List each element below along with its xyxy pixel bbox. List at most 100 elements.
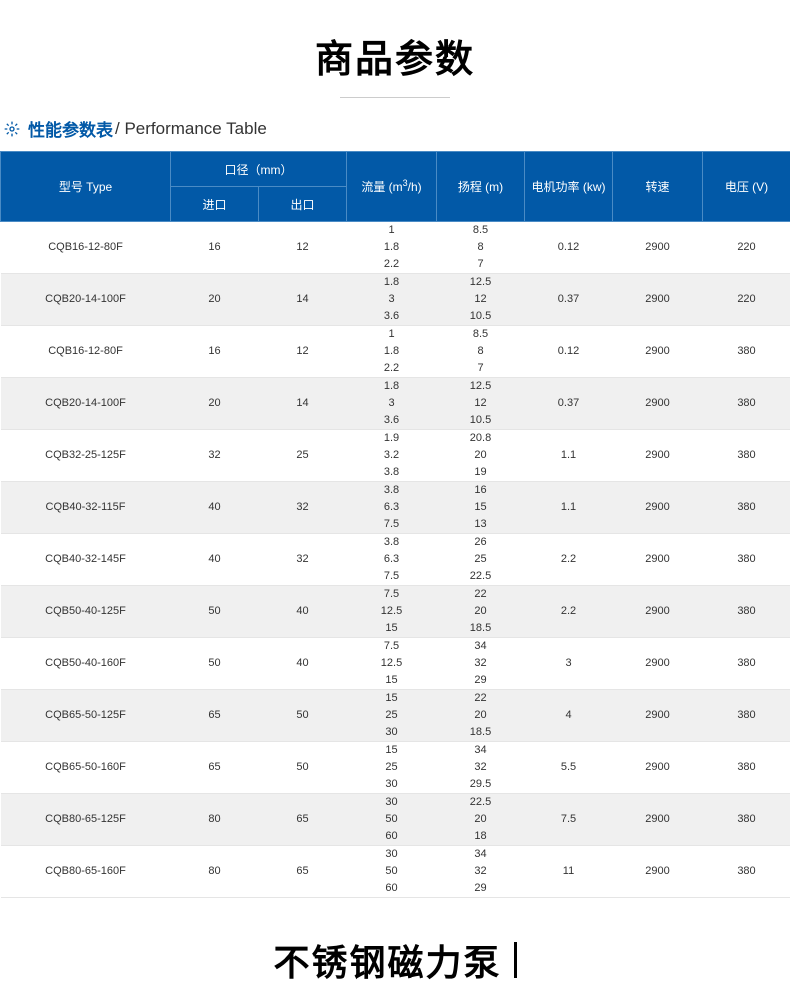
cell-rpm: 2900 (613, 534, 703, 586)
cell-voltage: 220 (703, 222, 790, 274)
section-header: 性能参数表 / Performance Table (0, 116, 790, 141)
cell-voltage: 380 (703, 534, 790, 586)
cell-outlet: 40 (259, 638, 347, 690)
cell-flow: 11.82.2 (347, 222, 437, 274)
cell-type: CQB32-25-125F (1, 430, 171, 482)
cell-inlet: 40 (171, 534, 259, 586)
cell-voltage: 380 (703, 482, 790, 534)
cell-type: CQB20-14-100F (1, 274, 171, 326)
cell-voltage: 380 (703, 638, 790, 690)
table-row: CQB40-32-115F40323.86.37.51615131.129003… (1, 482, 790, 534)
cell-power: 5.5 (525, 742, 613, 794)
cell-type: CQB20-14-100F (1, 378, 171, 430)
cell-flow: 152530 (347, 742, 437, 794)
cell-head: 343229.5 (437, 742, 525, 794)
col-diameter: 口径（mm） (171, 152, 347, 187)
cell-head: 343229 (437, 638, 525, 690)
cell-outlet: 32 (259, 534, 347, 586)
bottom-title: 不锈钢磁力泵 (273, 934, 501, 986)
col-rpm: 转速 (613, 152, 703, 222)
col-type: 型号 Type (1, 152, 171, 222)
cell-outlet: 14 (259, 378, 347, 430)
cell-head: 12.51210.5 (437, 274, 525, 326)
cell-type: CQB80-65-160F (1, 846, 171, 898)
cell-rpm: 2900 (613, 638, 703, 690)
cell-head: 222018.5 (437, 586, 525, 638)
cell-power: 11 (525, 846, 613, 898)
cell-type: CQB80-65-125F (1, 794, 171, 846)
cell-voltage: 380 (703, 326, 790, 378)
table-row: CQB20-14-100F20141.833.612.51210.50.3729… (1, 378, 790, 430)
col-inlet: 进口 (171, 187, 259, 222)
col-flow: 流量 (m3/h) (347, 152, 437, 222)
cell-flow: 305060 (347, 846, 437, 898)
cell-inlet: 50 (171, 586, 259, 638)
cell-outlet: 50 (259, 742, 347, 794)
cell-head: 20.82019 (437, 430, 525, 482)
cell-power: 2.2 (525, 534, 613, 586)
cell-voltage: 220 (703, 274, 790, 326)
cell-type: CQB16-12-80F (1, 326, 171, 378)
cell-power: 1.1 (525, 482, 613, 534)
cell-rpm: 2900 (613, 222, 703, 274)
table-row: CQB80-65-160F8065305060343229112900380 (1, 846, 790, 898)
cell-voltage: 380 (703, 378, 790, 430)
cell-flow: 1.93.23.8 (347, 430, 437, 482)
cell-outlet: 12 (259, 326, 347, 378)
cell-head: 262522.5 (437, 534, 525, 586)
table-row: CQB16-12-80F161211.82.28.5870.122900380 (1, 326, 790, 378)
table-body: CQB16-12-80F161211.82.28.5870.122900220C… (1, 222, 790, 898)
table-row: CQB32-25-125F32251.93.23.820.820191.1290… (1, 430, 790, 482)
cell-inlet: 16 (171, 326, 259, 378)
cell-type: CQB40-32-145F (1, 534, 171, 586)
cell-voltage: 380 (703, 690, 790, 742)
cell-flow: 305060 (347, 794, 437, 846)
cell-rpm: 2900 (613, 274, 703, 326)
cell-head: 222018.5 (437, 690, 525, 742)
cell-head: 8.587 (437, 326, 525, 378)
cell-flow: 1.833.6 (347, 274, 437, 326)
cell-type: CQB50-40-125F (1, 586, 171, 638)
table-header: 型号 Type 口径（mm） 流量 (m3/h) 扬程 (m) 电机功率 (kw… (1, 152, 790, 222)
cell-rpm: 2900 (613, 794, 703, 846)
col-power: 电机功率 (kw) (525, 152, 613, 222)
cell-rpm: 2900 (613, 378, 703, 430)
cell-outlet: 32 (259, 482, 347, 534)
cell-type: CQB40-32-115F (1, 482, 171, 534)
cursor-icon (514, 942, 517, 978)
section-title-en: / Performance Table (115, 119, 267, 139)
cell-head: 8.587 (437, 222, 525, 274)
cell-outlet: 12 (259, 222, 347, 274)
cell-inlet: 32 (171, 430, 259, 482)
cell-outlet: 14 (259, 274, 347, 326)
table-row: CQB20-14-100F20141.833.612.51210.50.3729… (1, 274, 790, 326)
cell-inlet: 20 (171, 274, 259, 326)
cell-outlet: 65 (259, 794, 347, 846)
cell-rpm: 2900 (613, 586, 703, 638)
cell-outlet: 25 (259, 430, 347, 482)
cell-voltage: 380 (703, 586, 790, 638)
cell-flow: 11.82.2 (347, 326, 437, 378)
cell-power: 0.12 (525, 222, 613, 274)
cell-head: 12.51210.5 (437, 378, 525, 430)
table-row: CQB50-40-160F50407.512.51534322932900380 (1, 638, 790, 690)
table-row: CQB65-50-160F6550152530343229.55.5290038… (1, 742, 790, 794)
cell-outlet: 40 (259, 586, 347, 638)
cell-rpm: 2900 (613, 690, 703, 742)
title-underline (340, 97, 450, 98)
performance-table: 型号 Type 口径（mm） 流量 (m3/h) 扬程 (m) 电机功率 (kw… (0, 151, 790, 898)
table-row: CQB50-40-125F50407.512.515222018.52.2290… (1, 586, 790, 638)
cell-power: 3 (525, 638, 613, 690)
cell-voltage: 380 (703, 742, 790, 794)
cell-head: 161513 (437, 482, 525, 534)
cell-flow: 1.833.6 (347, 378, 437, 430)
cell-power: 2.2 (525, 586, 613, 638)
cell-rpm: 2900 (613, 482, 703, 534)
cell-inlet: 50 (171, 638, 259, 690)
table-row: CQB16-12-80F161211.82.28.5870.122900220 (1, 222, 790, 274)
cell-inlet: 80 (171, 846, 259, 898)
cell-type: CQB65-50-160F (1, 742, 171, 794)
cell-inlet: 40 (171, 482, 259, 534)
cell-inlet: 65 (171, 690, 259, 742)
cell-voltage: 380 (703, 846, 790, 898)
